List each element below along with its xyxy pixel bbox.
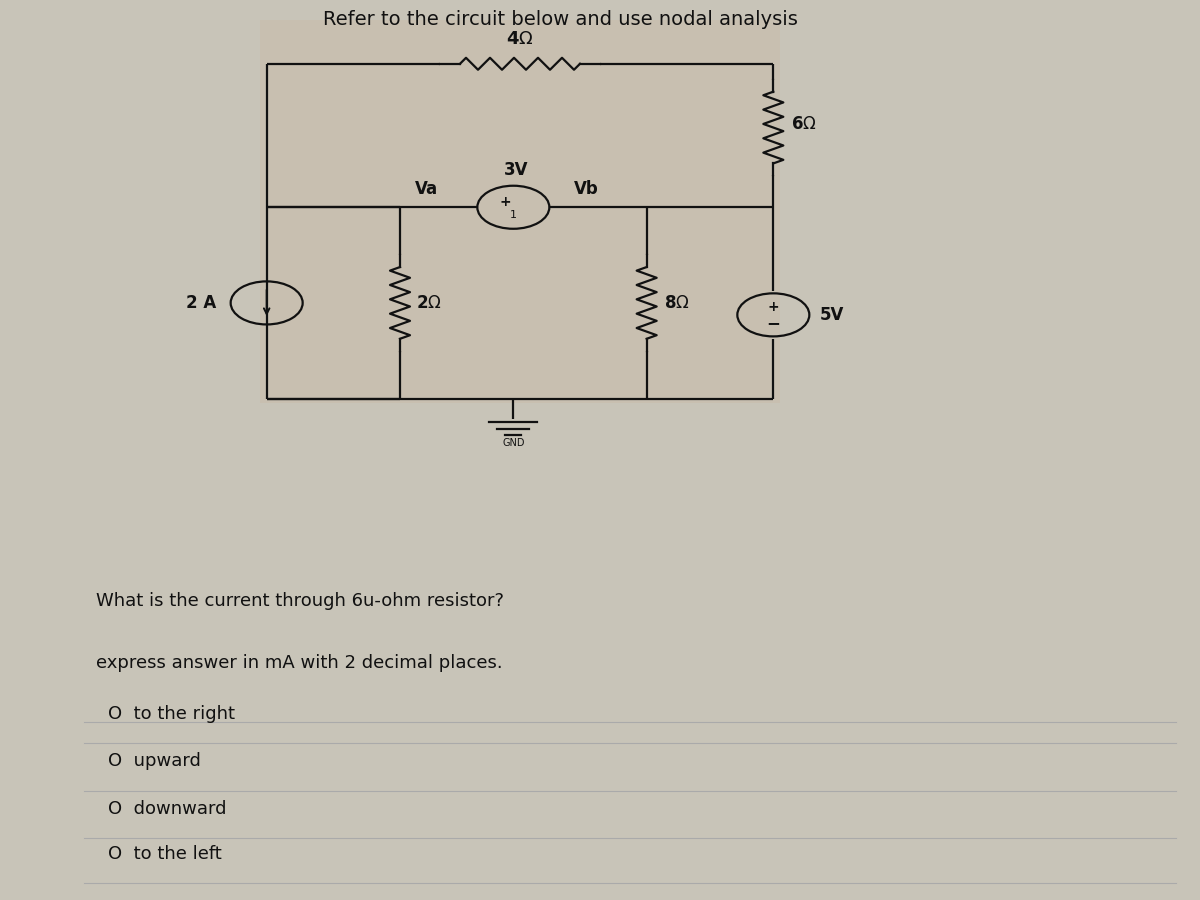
Text: −: −	[767, 314, 780, 332]
Text: 2$\Omega$: 2$\Omega$	[416, 294, 442, 312]
Text: O  to the left: O to the left	[108, 845, 222, 863]
Text: O  downward: O downward	[108, 800, 227, 818]
Text: Vb: Vb	[575, 180, 599, 198]
Text: 2 A: 2 A	[186, 294, 216, 312]
Text: GND: GND	[502, 438, 524, 448]
Text: express answer in mA with 2 decimal places.: express answer in mA with 2 decimal plac…	[96, 653, 503, 671]
Text: 4$\Omega$: 4$\Omega$	[506, 30, 534, 48]
Text: 1: 1	[510, 211, 517, 220]
Text: 5V: 5V	[820, 306, 845, 324]
Text: Va: Va	[415, 180, 438, 198]
Text: 8$\Omega$: 8$\Omega$	[664, 294, 690, 312]
Text: What is the current through 6u-ohm resistor?: What is the current through 6u-ohm resis…	[96, 592, 504, 610]
Text: O  upward: O upward	[108, 752, 200, 770]
Bar	[260, 20, 780, 402]
Text: O  to the right: O to the right	[108, 705, 235, 723]
Text: Refer to the circuit below and use nodal analysis: Refer to the circuit below and use nodal…	[323, 11, 798, 30]
Text: 3V: 3V	[504, 160, 528, 178]
Text: 6$\Omega$: 6$\Omega$	[791, 114, 816, 132]
Text: +: +	[499, 194, 511, 209]
Text: +: +	[768, 300, 779, 314]
